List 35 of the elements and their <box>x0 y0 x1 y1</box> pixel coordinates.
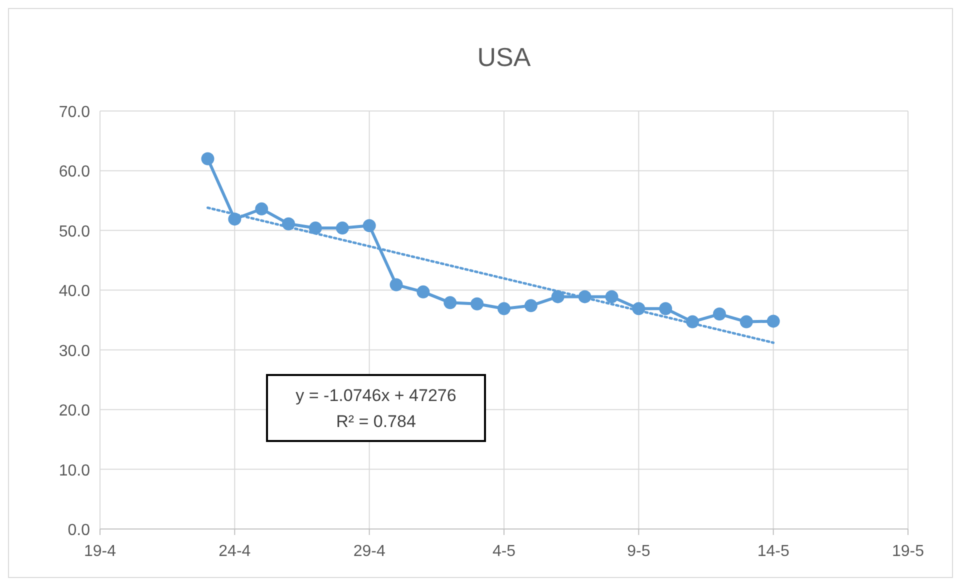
y-tick-label: 40.0 <box>58 283 90 300</box>
annotation: R² = 0.784 <box>336 412 416 431</box>
point <box>524 299 538 312</box>
point <box>336 222 349 235</box>
point <box>498 302 510 316</box>
x-tick-label: 9-5 <box>627 543 650 560</box>
annotation: y = -1.0746x + 47276 <box>296 386 456 405</box>
y-tick-label: 0.0 <box>68 522 90 539</box>
point <box>740 315 753 328</box>
point <box>308 222 322 235</box>
point <box>470 297 484 310</box>
x-tick-label: 14-5 <box>757 543 790 560</box>
x-tick-label: 19-4 <box>84 543 116 560</box>
x-tick-label: 19-5 <box>892 543 924 560</box>
y-tick-label: 70.0 <box>58 104 90 121</box>
point <box>551 290 564 304</box>
y-tick-label: 50.0 <box>58 223 90 240</box>
y-tick-label: 20.0 <box>58 402 90 420</box>
point <box>444 296 457 310</box>
x-tick-label: 29-4 <box>353 543 386 560</box>
point <box>766 314 780 328</box>
point <box>390 278 403 292</box>
y-tick-label: 30.0 <box>58 342 90 360</box>
point <box>362 219 376 232</box>
y-tick-label: 60.0 <box>58 164 90 181</box>
point <box>201 152 214 166</box>
point <box>605 290 618 304</box>
y-tick-label: 10.0 <box>58 462 90 480</box>
chart-title: USA <box>477 42 532 72</box>
point <box>416 285 430 298</box>
x-tick-label: 4-5 <box>492 543 516 560</box>
point <box>659 302 672 316</box>
x-tick-label: 24-4 <box>218 543 251 560</box>
point <box>255 202 268 216</box>
point <box>712 308 726 321</box>
